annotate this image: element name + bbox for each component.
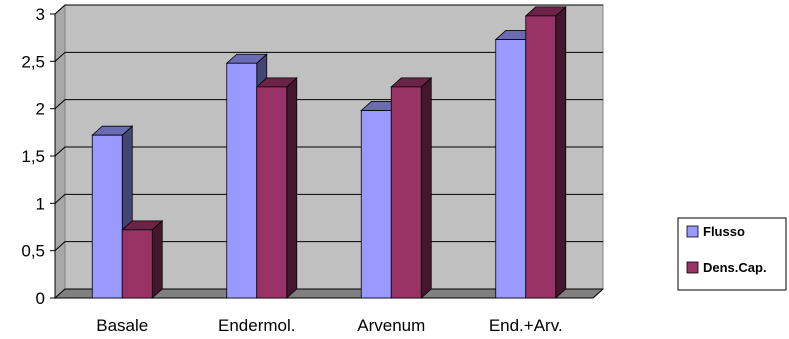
y-tick-label: 0 bbox=[36, 289, 45, 308]
bar-dens-cap-0 bbox=[121, 219, 164, 299]
legend-label-dens-cap: Dens.Cap. bbox=[703, 260, 767, 275]
x-category-label: Basale bbox=[96, 316, 148, 335]
y-tick-label: 1 bbox=[36, 194, 45, 213]
y-tick-label: 1,5 bbox=[21, 147, 45, 166]
bars bbox=[91, 5, 567, 299]
y-tick-label: 3 bbox=[36, 5, 45, 24]
bar-dens-cap-1 bbox=[255, 76, 298, 299]
legend-swatch-dens-cap bbox=[686, 261, 699, 274]
x-category-label: Endermol. bbox=[218, 316, 295, 335]
bar-dens-cap-2 bbox=[390, 76, 433, 299]
x-category-label: Arvenum bbox=[357, 316, 425, 335]
bar-dens-cap-3 bbox=[524, 5, 567, 299]
y-tick-label: 2 bbox=[36, 100, 45, 119]
legend: Flusso Dens.Cap. bbox=[677, 217, 787, 291]
legend-swatch-flusso bbox=[686, 225, 699, 238]
x-category-label: End.+Arv. bbox=[489, 316, 563, 335]
y-axis-ticks: 0 0,5 1 1,5 2 2,5 3 bbox=[21, 5, 45, 308]
y-tick-label: 0,5 bbox=[21, 242, 45, 261]
y-tick-label: 2,5 bbox=[21, 52, 45, 71]
floor-edge bbox=[592, 288, 604, 299]
gridline bbox=[54, 4, 603, 15]
gridline bbox=[54, 51, 603, 62]
legend-label-flusso: Flusso bbox=[703, 224, 745, 239]
x-axis-categories: Basale Endermol. Arvenum End.+Arv. bbox=[96, 316, 562, 335]
